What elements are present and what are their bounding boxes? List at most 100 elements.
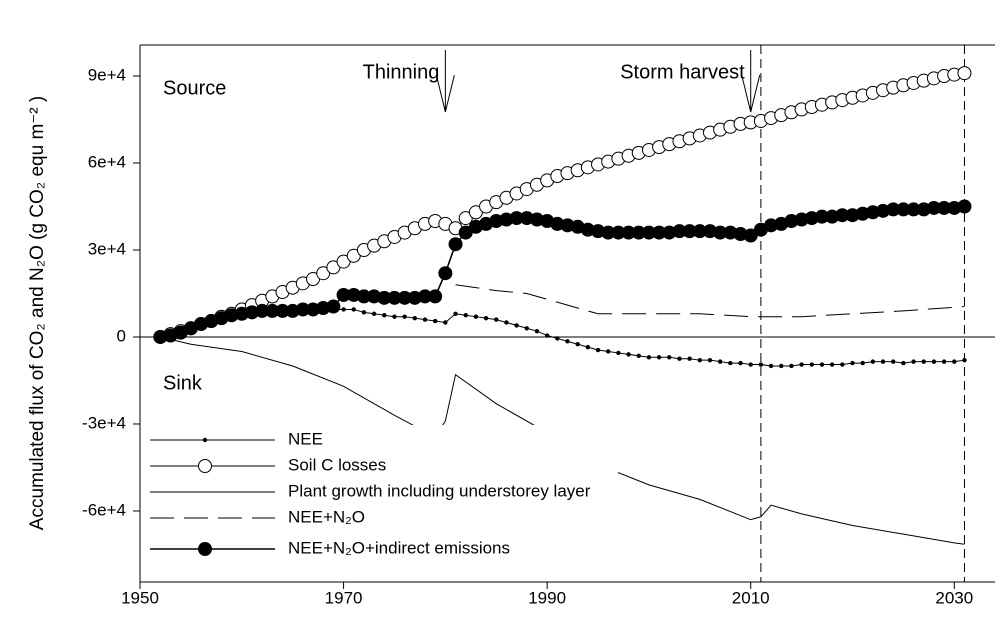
marker	[544, 333, 550, 338]
marker	[957, 66, 972, 81]
marker	[677, 356, 682, 361]
y-axis-label: Accumulated flux of CO₂ and N₂O (g CO₂ e…	[27, 96, 48, 530]
marker	[422, 317, 428, 322]
legend-label: NEE+N₂O	[288, 507, 365, 526]
marker	[555, 336, 560, 341]
marker	[886, 202, 901, 217]
marker	[707, 357, 713, 363]
legend-label: Soil C losses	[288, 455, 386, 474]
marker	[392, 314, 397, 319]
marker	[631, 225, 646, 240]
legend-label: NEE+N₂O+indirect emissions	[288, 538, 510, 557]
marker	[880, 359, 886, 364]
marker	[809, 362, 814, 367]
marker	[428, 289, 443, 304]
marker	[595, 347, 601, 353]
annotation: Thinning	[363, 61, 440, 83]
marker	[799, 362, 804, 367]
marker	[397, 290, 412, 305]
marker	[646, 355, 652, 360]
marker	[351, 307, 356, 312]
marker	[687, 356, 692, 361]
y-tick-label: -6e+4	[82, 500, 126, 519]
marker	[814, 209, 829, 224]
annotation-arrow	[435, 50, 455, 113]
legend-label: Plant growth including understorey layer	[288, 481, 591, 500]
marker	[835, 208, 850, 223]
legend-box	[148, 425, 618, 570]
legend-marker	[198, 459, 212, 473]
marker	[860, 360, 865, 366]
series-line	[455, 284, 965, 318]
marker	[418, 289, 432, 304]
legend-label: NEE	[288, 429, 323, 448]
marker	[458, 225, 473, 240]
sink-label: Sink	[163, 372, 203, 394]
marker	[412, 315, 418, 321]
marker	[509, 211, 524, 226]
marker	[341, 307, 346, 312]
marker	[371, 311, 377, 316]
marker	[601, 225, 616, 240]
marker	[448, 237, 463, 252]
marker	[438, 266, 453, 281]
marker	[789, 363, 794, 369]
marker	[255, 303, 270, 318]
annotation-arrow	[741, 50, 761, 113]
marker	[941, 359, 947, 364]
marker	[906, 202, 921, 217]
annotation: Storm harvest	[620, 61, 745, 83]
marker	[962, 357, 967, 363]
marker	[606, 349, 611, 354]
marker	[387, 290, 402, 305]
legend-marker	[202, 437, 208, 443]
marker	[870, 359, 876, 364]
marker	[621, 225, 636, 240]
marker	[819, 362, 825, 367]
marker	[356, 289, 371, 304]
y-tick-label: 6e+4	[88, 152, 126, 171]
y-tick-label: -3e+4	[82, 413, 126, 432]
source-label: Source	[163, 77, 226, 99]
marker	[717, 359, 723, 364]
marker	[779, 363, 784, 369]
marker	[641, 225, 656, 240]
marker	[443, 320, 448, 325]
marker	[952, 359, 957, 364]
marker	[377, 290, 392, 305]
marker	[901, 360, 906, 366]
marker	[514, 323, 519, 328]
marker	[692, 224, 707, 239]
marker	[402, 314, 407, 319]
marker	[382, 313, 387, 318]
marker	[896, 202, 911, 217]
marker	[957, 199, 972, 214]
marker	[432, 318, 438, 324]
marker	[921, 359, 926, 364]
marker	[656, 355, 662, 360]
y-tick-label: 9e+4	[88, 66, 126, 85]
x-tick-label: 1990	[528, 588, 566, 607]
marker	[534, 328, 540, 334]
legend-marker	[198, 542, 212, 556]
marker	[768, 363, 774, 369]
marker	[265, 303, 280, 318]
marker	[616, 350, 621, 356]
marker	[524, 326, 529, 331]
marker	[743, 228, 758, 243]
marker	[682, 224, 697, 239]
x-tick-label: 2030	[935, 588, 973, 607]
marker	[473, 314, 479, 319]
marker	[575, 342, 580, 347]
marker	[672, 224, 687, 239]
marker	[937, 200, 952, 215]
marker	[891, 359, 896, 364]
y-tick-label: 3e+4	[88, 239, 126, 258]
series-line	[160, 308, 965, 367]
marker	[295, 302, 310, 317]
marker	[829, 362, 835, 367]
marker	[453, 311, 458, 316]
marker	[652, 225, 667, 240]
marker	[748, 362, 753, 367]
